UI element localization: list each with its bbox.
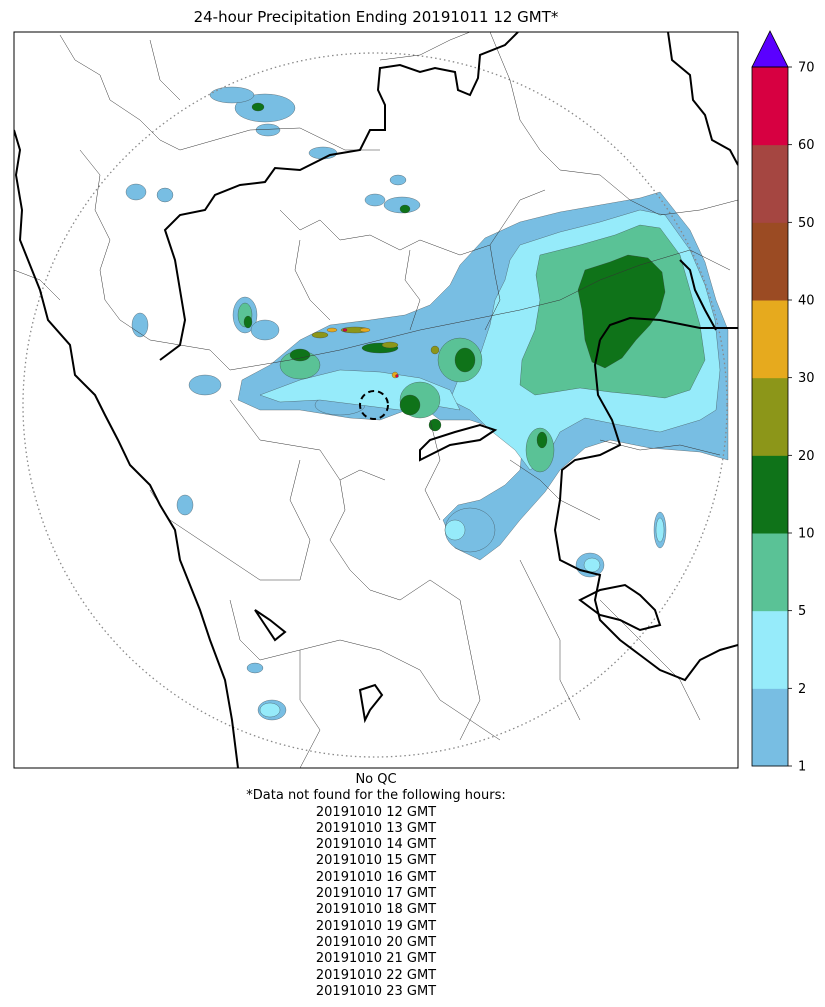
colorbar-segment [752,222,788,301]
map-content [14,32,738,768]
colorbar-frame [751,66,789,767]
colorbar-tick-label: 1 [798,760,806,775]
missing-hour: 20191010 23 GMT [315,983,437,999]
colorbar-segment [752,300,788,379]
missing-hour: 20191010 18 GMT [315,902,437,918]
missing-hour: 20191010 12 GMT [315,804,437,820]
colorbar-tick-label: 30 [798,371,815,386]
colorbar-segment [752,377,788,456]
colorbar-segment [752,610,788,689]
colorbar-tick-label: 60 [798,138,815,153]
colorbar-segment [752,455,788,534]
radar-range-ring [22,52,728,758]
colorbar-segment [752,67,788,146]
chart-title: 24-hour Precipitation Ending 20191011 12… [193,8,559,26]
missing-hour: 20191010 16 GMT [315,869,437,885]
missing-hour: 20191010 22 GMT [315,967,437,983]
colorbar-tick-label: 50 [798,216,815,231]
colorbar-tick-label: 5 [798,604,806,619]
missing-hour: 20191010 15 GMT [315,853,437,869]
colorbar-tick-label: 2 [798,682,806,697]
colorbar-tick-label: 20 [798,449,815,464]
colorbar-extend-arrow [751,30,789,68]
missing-hour: 20191010 19 GMT [315,918,437,934]
colorbar-tick-label: 70 [798,61,815,76]
precip-red [342,328,399,378]
missing-hour: 20191010 13 GMT [315,820,437,836]
colorbar-segment [752,533,788,612]
footer-notes: No QC *Data not found for the following … [0,772,752,1000]
radar-site-marker [359,390,389,420]
qc-note: No QC [355,772,397,787]
missing-hour: 20191010 14 GMT [315,837,437,853]
colorbar-tick-label: 40 [798,294,815,309]
map-frame [13,31,739,769]
colorbar-tick-label: 10 [798,527,815,542]
missing-data-header: *Data not found for the following hours: [246,788,506,804]
colorbar-segment [752,144,788,223]
missing-hour: 20191010 21 GMT [315,951,437,967]
colorbar-segment [752,688,788,767]
state-boundaries [14,32,738,768]
missing-hour: 20191010 20 GMT [315,934,437,950]
missing-hour: 20191010 17 GMT [315,886,437,902]
